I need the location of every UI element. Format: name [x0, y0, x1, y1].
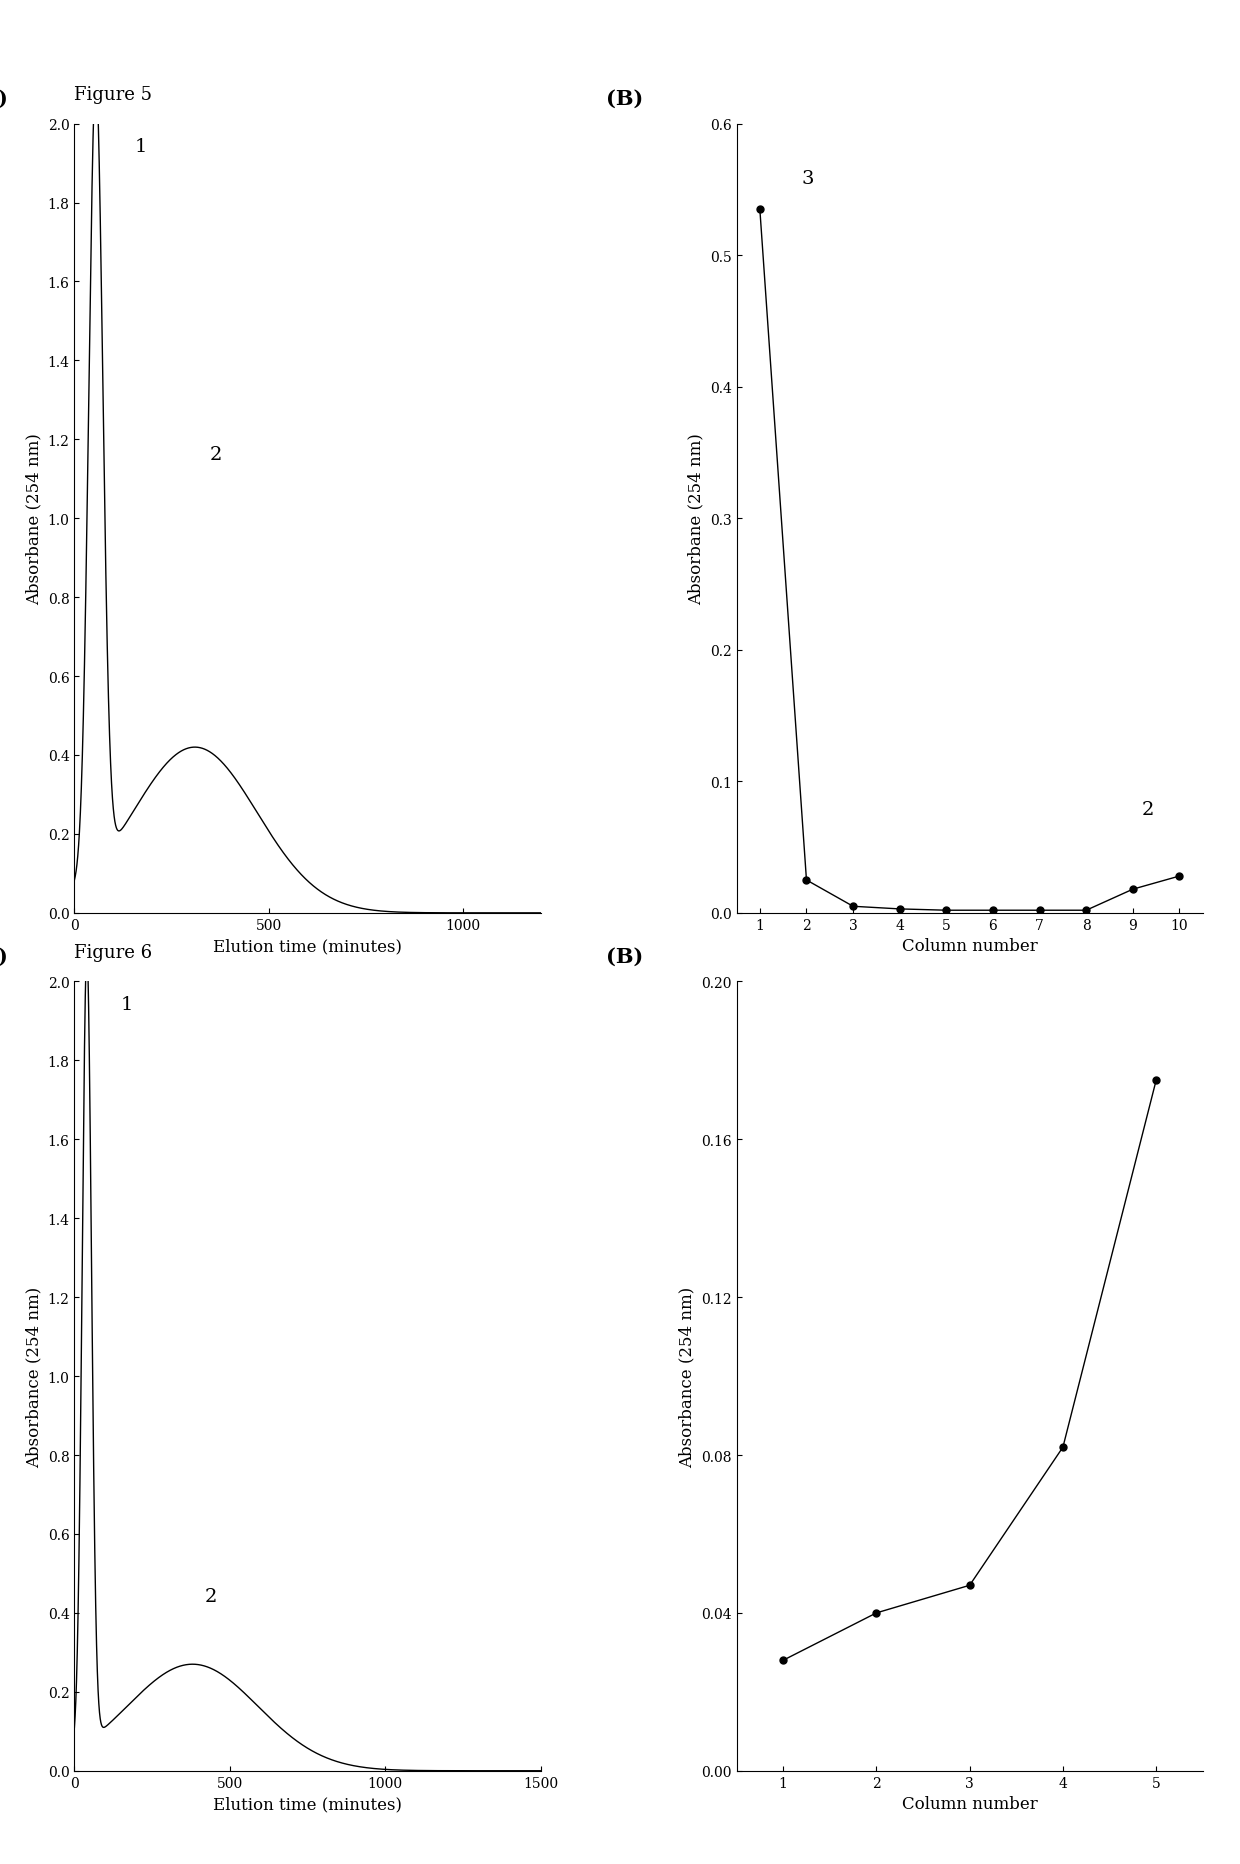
Text: 3: 3 [802, 170, 815, 188]
Text: 1: 1 [135, 138, 148, 157]
Text: 2: 2 [210, 445, 222, 464]
X-axis label: Elution time (minutes): Elution time (minutes) [213, 1795, 402, 1812]
Y-axis label: Absorbance (254 nm): Absorbance (254 nm) [25, 1286, 42, 1467]
Text: Figure 6: Figure 6 [74, 943, 153, 962]
Y-axis label: Absorbance (254 nm): Absorbance (254 nm) [678, 1286, 696, 1467]
Y-axis label: Absorbane (254 nm): Absorbane (254 nm) [25, 432, 42, 604]
Text: (B): (B) [606, 89, 644, 108]
Text: 1: 1 [122, 995, 134, 1014]
Y-axis label: Absorbane (254 nm): Absorbane (254 nm) [687, 432, 704, 604]
X-axis label: Elution time (minutes): Elution time (minutes) [213, 938, 402, 954]
Text: (A): (A) [0, 89, 7, 108]
Text: Figure 5: Figure 5 [74, 86, 153, 104]
Text: 2: 2 [1142, 802, 1154, 818]
X-axis label: Column number: Column number [901, 938, 1038, 954]
X-axis label: Column number: Column number [901, 1795, 1038, 1812]
Text: (B): (B) [606, 947, 644, 966]
Text: 2: 2 [205, 1586, 217, 1605]
Text: (A): (A) [0, 947, 7, 966]
